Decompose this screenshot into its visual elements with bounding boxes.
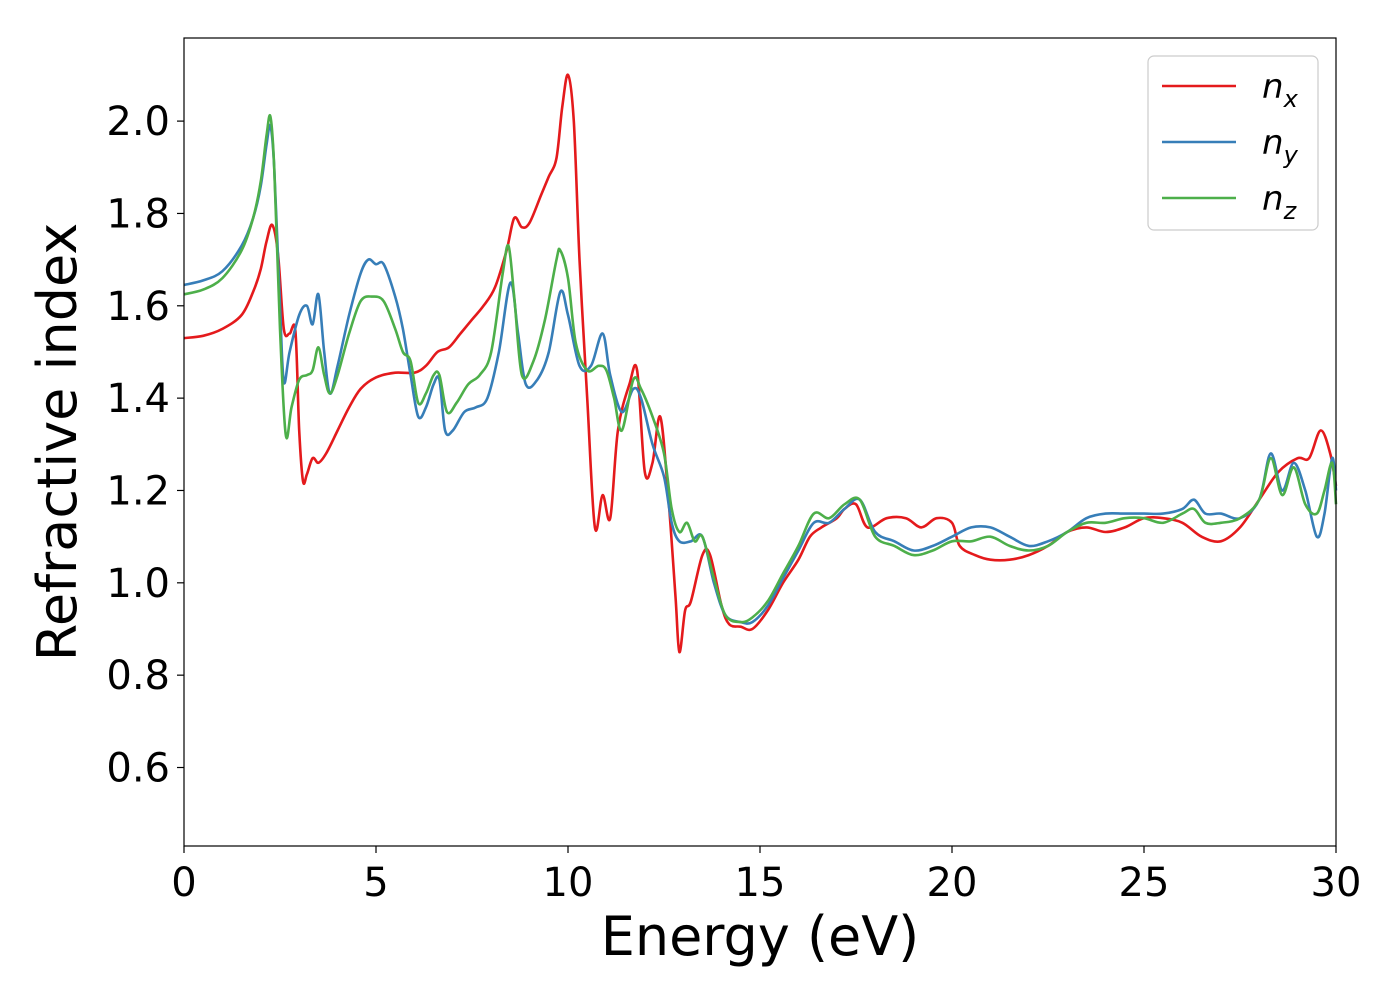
y-axis: 0.6 0.8 1.0 1.2 1.4 1.6 1.8 2.0 [106,99,184,792]
y-tick-label: 0.6 [106,746,170,792]
y-tick-label: 1.4 [106,376,170,422]
x-axis: 0 5 10 15 20 25 30 [171,846,1361,906]
y-tick-label: 1.2 [106,468,170,514]
x-axis-title: Energy (eV) [601,905,920,968]
x-tick-label: 15 [735,860,786,906]
y-tick-label: 2.0 [106,99,170,145]
y-axis-title: Refractive index [26,223,89,662]
x-tick-label: 30 [1311,860,1362,906]
y-tick-label: 1.0 [106,561,170,607]
x-tick-label: 10 [543,860,594,906]
x-tick-label: 5 [363,860,388,906]
x-tick-label: 20 [927,860,978,906]
x-tick-label: 0 [171,860,196,906]
y-tick-label: 1.6 [106,284,170,330]
x-tick-label: 25 [1119,860,1170,906]
y-tick-label: 0.8 [106,653,170,699]
series-line-z [183,114,1338,624]
series-line-y [183,123,1338,625]
plot-lines [183,73,1338,654]
y-tick-label: 1.8 [106,191,170,237]
